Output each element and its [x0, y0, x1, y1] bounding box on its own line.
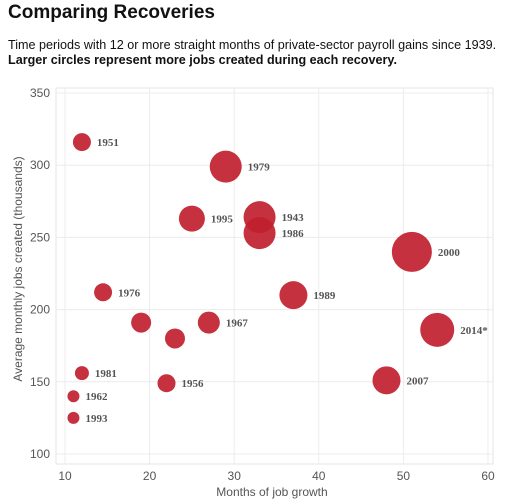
subtitle-bold: Larger circles represent more jobs creat…: [8, 53, 397, 67]
y-tick-label: 150: [30, 375, 50, 389]
bubble-label: 1976: [118, 287, 141, 299]
bubble[interactable]: [94, 283, 113, 302]
bubble[interactable]: [67, 411, 80, 424]
x-tick-label: 60: [481, 469, 495, 483]
bubble[interactable]: [67, 390, 80, 403]
bubble-labels: 1951 1979 1995 1943 1986 2000 1976 1989 1967 2014…: [85, 137, 488, 425]
bubble[interactable]: [178, 205, 205, 232]
bubble-label: 1989: [313, 290, 336, 302]
y-axis-label: Average monthly jobs created (thousands): [11, 156, 25, 381]
bubble[interactable]: [72, 133, 91, 152]
bubble[interactable]: [209, 150, 242, 183]
bubble-label: 1962: [85, 391, 108, 403]
x-tick-label: 20: [143, 469, 157, 483]
bubble[interactable]: [372, 366, 401, 395]
bubble-label: 1993: [85, 413, 108, 425]
bubble[interactable]: [197, 311, 220, 334]
bubble[interactable]: [243, 217, 276, 250]
bubble-label: 2000: [438, 247, 461, 259]
y-tick-label: 100: [30, 447, 50, 461]
bubble-label: 1981: [95, 368, 117, 380]
bubble[interactable]: [420, 312, 455, 347]
bubble[interactable]: [391, 231, 432, 272]
subtitle-plain: Time periods with 12 or more straight mo…: [8, 38, 497, 52]
x-tick-label: 30: [228, 469, 242, 483]
bubble[interactable]: [164, 328, 185, 349]
bubble-label: 1956: [182, 378, 205, 390]
bubble-label: 1979: [248, 162, 270, 174]
bubble-label: 1995: [211, 214, 234, 226]
bubble-label: 1967: [226, 318, 249, 330]
bubble-label: 1951: [97, 137, 119, 149]
bubble[interactable]: [74, 366, 89, 381]
bubble[interactable]: [157, 374, 176, 393]
chart-subtitle: Time periods with 12 or more straight mo…: [8, 38, 508, 68]
bubble-label: 1943: [282, 212, 305, 224]
bubble-label: 2014*: [460, 325, 488, 337]
grid: [56, 88, 493, 464]
x-tick-label: 40: [312, 469, 326, 483]
y-tick-label: 350: [30, 86, 50, 100]
y-tick-label: 200: [30, 303, 50, 317]
tick-labels: 100 150 200 250 300 350 10 20 30 40 50 60: [30, 86, 495, 483]
y-tick-label: 300: [30, 158, 50, 172]
bubble[interactable]: [279, 281, 308, 310]
plot-area: [55, 87, 494, 465]
x-tick-label: 50: [397, 469, 411, 483]
bubble[interactable]: [131, 312, 152, 333]
bubbles: [67, 133, 455, 424]
x-axis-label: Months of job growth: [216, 485, 327, 499]
x-tick-label: 10: [58, 469, 72, 483]
bubble-label: 2007: [406, 375, 429, 387]
chart-title: Comparing Recoveries: [8, 2, 215, 23]
y-tick-label: 250: [30, 230, 50, 244]
bubble-label: 1986: [282, 228, 305, 240]
